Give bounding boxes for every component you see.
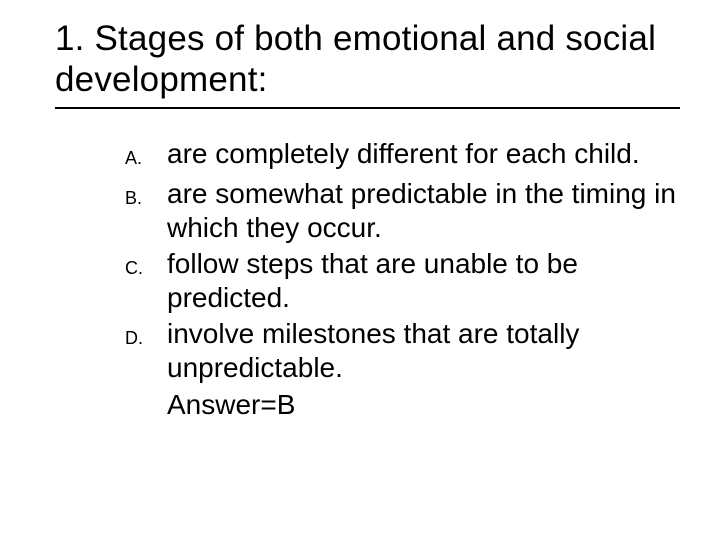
- question-title: 1. Stages of both emotional and social d…: [55, 18, 680, 101]
- option-letter: A.: [125, 137, 167, 175]
- slide: 1. Stages of both emotional and social d…: [0, 0, 720, 540]
- option-letter: C.: [125, 247, 167, 285]
- option-text: follow steps that are unable to be predi…: [167, 247, 680, 315]
- option-c: C. follow steps that are unable to be pr…: [125, 247, 680, 315]
- options-list: A. are completely different for each chi…: [55, 137, 680, 422]
- option-text: are completely different for each child.: [167, 137, 640, 171]
- option-b: B. are somewhat predictable in the timin…: [125, 177, 680, 245]
- option-letter: D.: [125, 317, 167, 355]
- option-text: are somewhat predictable in the timing i…: [167, 177, 680, 245]
- option-text: involve milestones that are totally unpr…: [167, 317, 680, 385]
- option-a: A. are completely different for each chi…: [125, 137, 680, 175]
- option-letter: B.: [125, 177, 167, 215]
- option-d: D. involve milestones that are totally u…: [125, 317, 680, 385]
- title-wrap: 1. Stages of both emotional and social d…: [55, 18, 680, 109]
- answer-line: Answer=B: [125, 388, 680, 422]
